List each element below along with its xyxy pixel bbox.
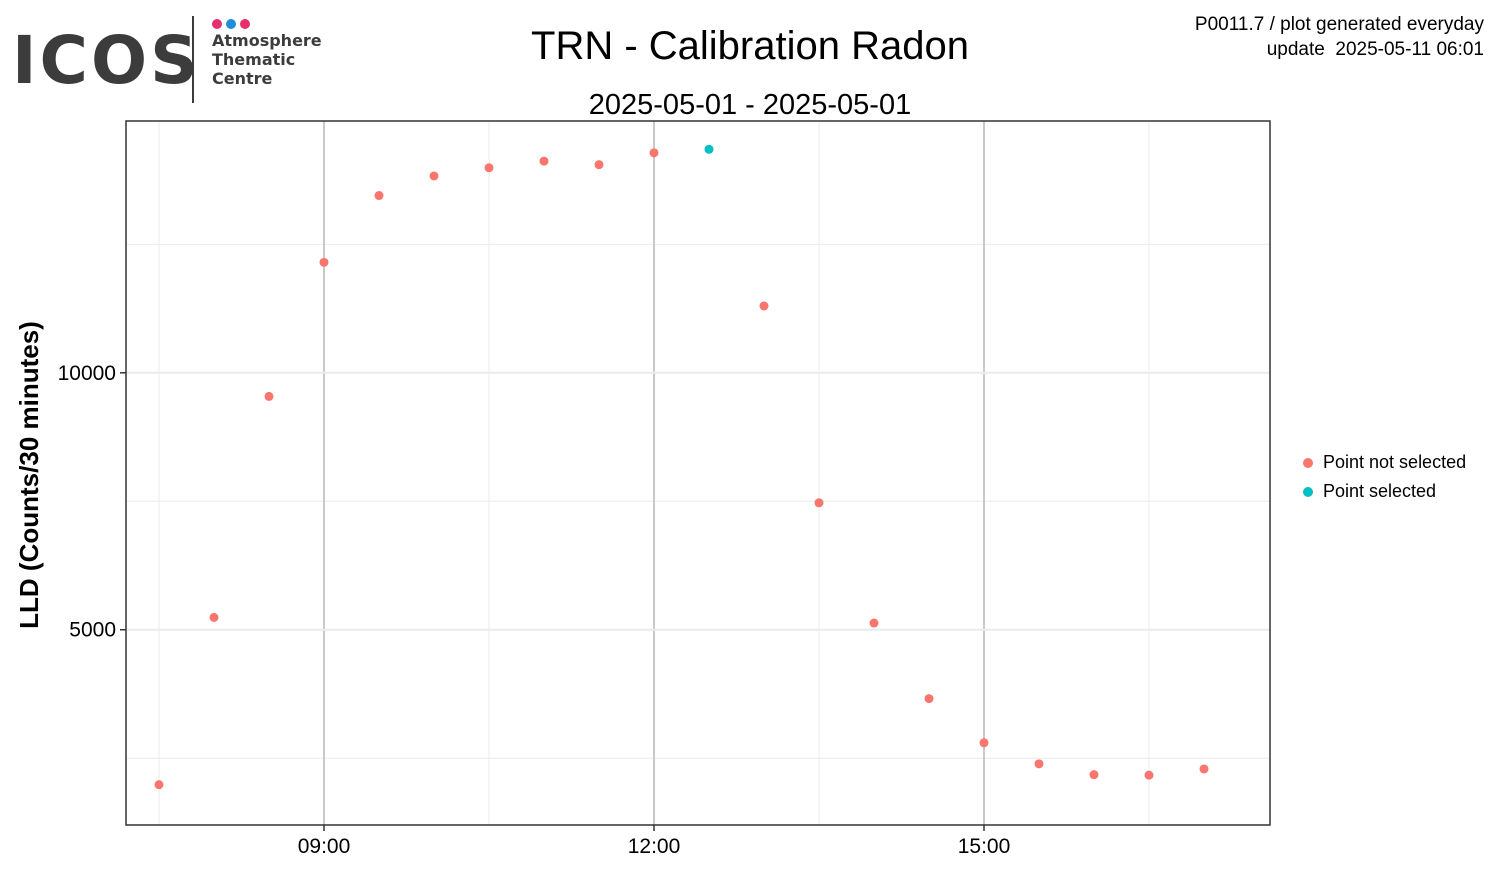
grid-major bbox=[126, 121, 1270, 825]
x-tick-label: 12:00 bbox=[628, 835, 681, 858]
logo-line-atmosphere: Atmosphere bbox=[212, 31, 322, 50]
point-not-selected bbox=[814, 498, 824, 508]
legend-key-not-selected bbox=[1303, 457, 1313, 468]
y-axis: 5000 10000 bbox=[58, 362, 126, 642]
point-not-selected bbox=[429, 171, 439, 181]
point-not-selected bbox=[154, 780, 164, 790]
point-not-selected bbox=[759, 301, 769, 311]
point-not-selected bbox=[979, 738, 989, 748]
legend-item-not-selected: Point not selected bbox=[1300, 448, 1495, 477]
logo-dots bbox=[212, 16, 254, 29]
logo-wordmark: ICOS bbox=[12, 22, 201, 99]
x-tick-label: 15:00 bbox=[958, 835, 1011, 858]
plot-panel-border bbox=[125, 120, 1271, 826]
point-not-selected bbox=[594, 160, 604, 170]
point-not-selected bbox=[869, 618, 879, 628]
point-not-selected bbox=[1034, 759, 1044, 769]
y-tick-label: 5000 bbox=[69, 619, 116, 642]
icos-logo: ICOS Atmosphere Thematic Centre bbox=[10, 12, 330, 107]
logo-divider bbox=[192, 16, 194, 103]
legend-label-not-selected: Point not selected bbox=[1323, 452, 1467, 472]
logo-line-centre: Centre bbox=[212, 69, 273, 88]
x-axis: 09:00 12:00 15:00 bbox=[298, 825, 1011, 858]
point-not-selected bbox=[319, 257, 329, 267]
plot-meta-id: P0011.7 / plot generated everyday bbox=[1194, 14, 1484, 35]
y-axis-label: LLD (Counts/30 minutes) bbox=[14, 321, 44, 629]
legend: Point not selected Point selected bbox=[1300, 448, 1495, 506]
point-not-selected bbox=[209, 612, 219, 622]
point-not-selected bbox=[649, 148, 659, 158]
point-not-selected bbox=[924, 694, 934, 704]
point-not-selected bbox=[1144, 770, 1154, 780]
chart-subtitle: 2025-05-01 - 2025-05-01 bbox=[588, 89, 912, 121]
plot-meta-update: update 2025-05-11 06:01 bbox=[1266, 39, 1484, 60]
point-not-selected bbox=[264, 391, 274, 401]
point-selected bbox=[704, 144, 714, 154]
grid-minor bbox=[126, 121, 1270, 825]
legend-label-selected: Point selected bbox=[1323, 481, 1437, 501]
point-not-selected bbox=[1089, 770, 1099, 780]
logo-dot bbox=[212, 19, 222, 29]
point-not-selected bbox=[374, 191, 384, 201]
point-not-selected bbox=[539, 156, 549, 166]
point-not-selected bbox=[484, 163, 494, 173]
x-tick-label: 09:00 bbox=[298, 835, 351, 858]
logo-line-thematic: Thematic bbox=[212, 50, 296, 69]
legend-item-selected: Point selected bbox=[1300, 477, 1495, 506]
logo-dot bbox=[240, 19, 250, 29]
chart-title: TRN - Calibration Radon bbox=[531, 24, 969, 68]
logo-dot bbox=[226, 19, 236, 29]
legend-key-selected bbox=[1303, 486, 1313, 497]
data-points bbox=[154, 144, 1209, 790]
point-not-selected bbox=[1199, 764, 1209, 774]
y-tick-label: 10000 bbox=[58, 362, 116, 385]
